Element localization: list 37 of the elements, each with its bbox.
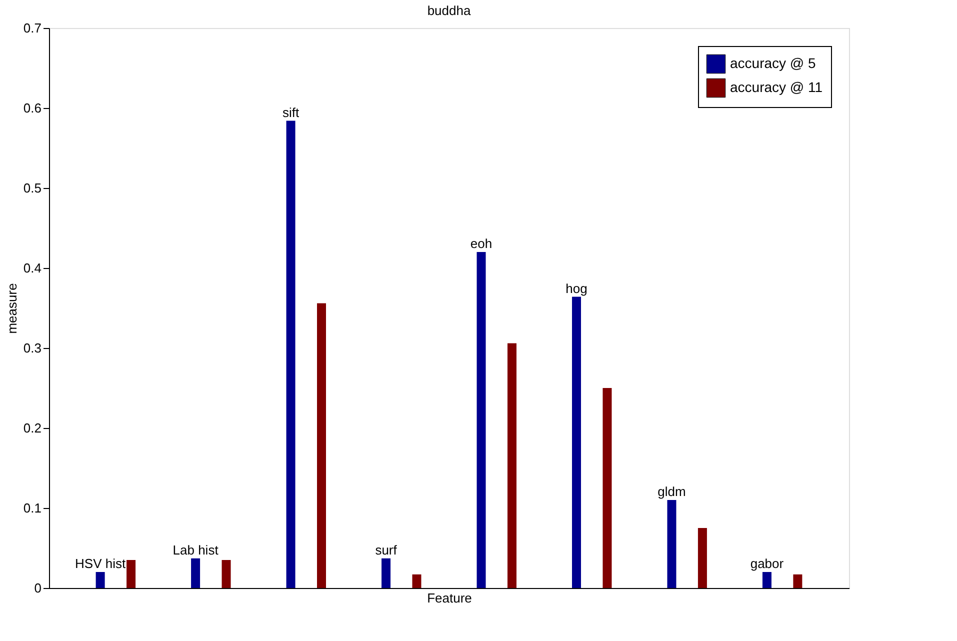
x-tick-label: hog bbox=[566, 280, 588, 296]
x-tick-label: Lab hist bbox=[172, 542, 219, 558]
y-tick-label: 0.1 bbox=[23, 500, 42, 516]
bar bbox=[762, 572, 772, 588]
y-tick-label: 0.5 bbox=[23, 180, 42, 196]
y-tick-label: 0.2 bbox=[23, 420, 42, 436]
bar bbox=[96, 572, 105, 588]
bar bbox=[286, 120, 296, 588]
legend-label: accuracy @ 11 bbox=[730, 79, 823, 95]
bar bbox=[126, 560, 136, 588]
x-tick-label: gabor bbox=[750, 556, 784, 571]
y-axis-title: measure bbox=[4, 283, 20, 334]
y-tick-label: 0.3 bbox=[23, 340, 42, 356]
bar bbox=[572, 296, 581, 588]
bar bbox=[222, 560, 231, 588]
bar bbox=[317, 303, 326, 588]
x-axis-title: Feature bbox=[427, 590, 472, 606]
y-tick-label: 0.7 bbox=[23, 20, 42, 36]
bar bbox=[698, 528, 707, 588]
x-tick-label: sift bbox=[282, 104, 300, 120]
y-tick-label: 0 bbox=[34, 580, 42, 596]
chart-title: buddha bbox=[427, 3, 472, 18]
bar bbox=[667, 500, 676, 588]
x-tick-label: eoh bbox=[470, 236, 492, 251]
bar bbox=[412, 574, 422, 588]
bar bbox=[476, 252, 486, 588]
bar bbox=[602, 388, 612, 588]
bar bbox=[191, 558, 200, 588]
bar bbox=[382, 558, 391, 588]
y-tick-label: 0.4 bbox=[23, 260, 42, 276]
bar bbox=[507, 343, 516, 588]
x-tick-label: gldm bbox=[658, 484, 686, 499]
x-tick-label: surf bbox=[375, 542, 398, 558]
bar bbox=[793, 574, 802, 588]
y-tick-label: 0.6 bbox=[23, 100, 42, 116]
x-tick-label: HSV hist bbox=[75, 556, 126, 571]
legend-label: accuracy @ 5 bbox=[730, 55, 816, 71]
